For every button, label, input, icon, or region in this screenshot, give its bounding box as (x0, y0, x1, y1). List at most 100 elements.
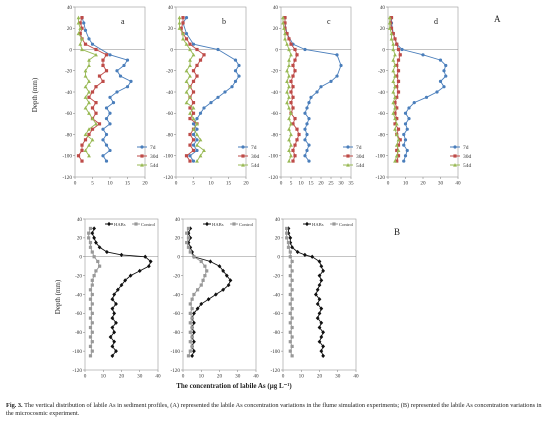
data-point-7d (129, 79, 133, 83)
data-point-54d (78, 42, 83, 46)
data-point-7d (191, 132, 196, 137)
data-point-7d (108, 95, 112, 99)
data-point-30d (395, 95, 399, 99)
data-point-7d (329, 79, 333, 83)
data-point-HABs (110, 325, 115, 330)
legend-marker (140, 145, 144, 149)
data-point-54d (181, 31, 185, 36)
y-tick-label: -100 (163, 154, 173, 160)
x-tick-label: 30 (335, 374, 341, 380)
data-point-HABs (315, 287, 320, 292)
legend-label: 30d (150, 154, 159, 160)
data-point-HABs (192, 311, 196, 316)
data-point-54d (191, 105, 196, 110)
data-point-54d (387, 15, 392, 20)
data-point-Control (288, 302, 292, 306)
y-tick-label: -120 (170, 368, 180, 374)
data-point-7d (233, 69, 238, 73)
data-point-HABs (303, 252, 307, 257)
data-point-54d (188, 47, 192, 52)
x-tick-label: 25 (328, 181, 334, 187)
data-point-30d (87, 95, 91, 99)
data-point-54d (177, 26, 182, 30)
data-point-30d (191, 90, 196, 94)
data-point-HABs (114, 301, 118, 307)
data-point-54d (94, 121, 98, 126)
data-point-Control (186, 236, 191, 240)
y-tick-label: -80 (65, 132, 72, 138)
y-tick-label: -40 (271, 90, 278, 96)
series-line-Control (88, 228, 101, 356)
data-point-30d (181, 16, 185, 20)
data-point-7d (403, 122, 408, 126)
x-tick-label: 20 (317, 374, 323, 380)
y-tick-label: 0 (170, 47, 173, 53)
data-point-54d (394, 153, 399, 158)
data-point-HABs (186, 231, 191, 236)
y-tick-label: -60 (75, 311, 82, 317)
data-point-30d (76, 154, 81, 158)
data-point-HABs (221, 268, 226, 274)
data-point-54d (90, 137, 95, 142)
data-point-7d (421, 53, 425, 57)
data-point-Control (288, 283, 292, 287)
data-point-54d (289, 121, 293, 126)
data-point-7d (216, 47, 220, 52)
data-point-30d (395, 148, 399, 153)
data-point-Control (188, 330, 192, 334)
data-point-Control (88, 240, 93, 245)
data-point-30d (393, 122, 397, 126)
data-point-54d (289, 143, 293, 147)
data-point-54d (90, 116, 95, 121)
data-point-Control (185, 240, 189, 245)
data-point-HABs (148, 259, 153, 264)
panel-letter: a (121, 17, 125, 26)
legend-marker (453, 163, 457, 167)
y-tick-label: -40 (75, 292, 82, 298)
data-point-7d (403, 111, 408, 115)
data-point-54d (83, 95, 88, 99)
series-line-HABs (188, 228, 231, 356)
data-point-30d (293, 47, 297, 52)
data-point-Control (288, 264, 292, 268)
data-point-54d (195, 143, 199, 147)
data-point-54d (80, 47, 84, 52)
legend-marker (346, 154, 350, 158)
data-point-54d (83, 105, 88, 110)
x-tick-label: 15 (125, 181, 131, 187)
data-point-7d (402, 159, 406, 163)
y-tick-label: 0 (177, 255, 180, 261)
data-point-30d (97, 122, 102, 126)
data-point-54d (391, 100, 396, 105)
data-point-7d (82, 21, 86, 25)
legend-label: 7d (150, 145, 156, 151)
data-point-7d (101, 138, 105, 142)
data-point-30d (297, 132, 301, 137)
data-point-30d (101, 63, 105, 68)
legend-label: HABs (114, 222, 126, 227)
data-point-30d (94, 47, 98, 52)
data-point-7d (403, 138, 408, 142)
data-point-HABs (317, 325, 322, 330)
x-tick-label: 40 (455, 181, 461, 187)
data-point-30d (396, 143, 401, 147)
data-point-HABs (112, 311, 117, 316)
data-point-7d (108, 148, 112, 153)
y-tick-label: -20 (271, 69, 278, 75)
data-point-30d (395, 63, 399, 68)
data-point-Control (290, 325, 294, 330)
data-point-Control (290, 278, 294, 282)
data-point-Control (203, 274, 207, 278)
y-tick-label: 40 (168, 5, 174, 11)
data-point-7d (237, 74, 241, 78)
y-tick-label: 20 (175, 236, 181, 242)
data-point-30d (188, 143, 192, 147)
data-point-Control (286, 240, 291, 245)
data-point-54d (391, 42, 396, 46)
data-point-54d (287, 148, 291, 153)
data-point-30d (80, 16, 84, 20)
y-tick-label: -60 (378, 111, 385, 117)
data-point-54d (287, 58, 291, 62)
y-tick-label: -80 (166, 132, 173, 138)
data-point-54d (283, 31, 287, 36)
